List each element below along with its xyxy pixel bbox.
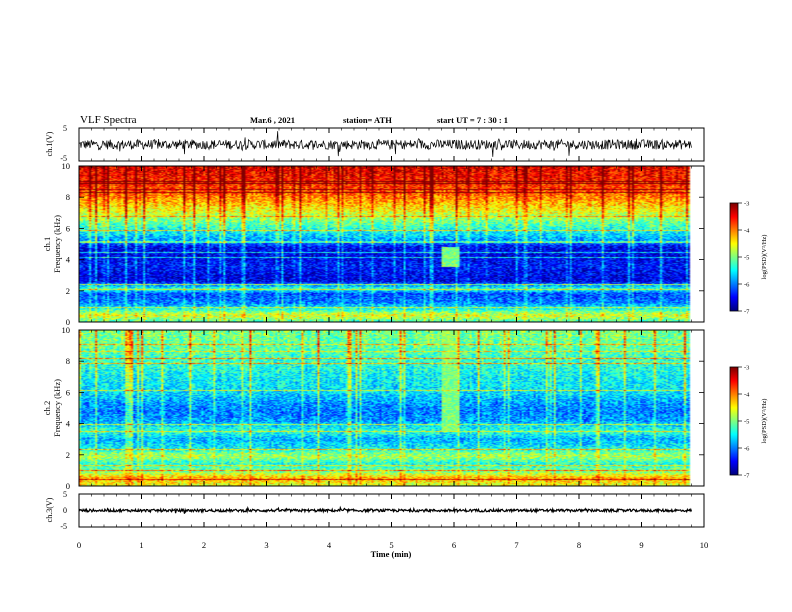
ch3-waveform-ylabel: ch.3(V) [45,497,54,522]
ch3-ytick-mid: 0 [63,506,67,515]
colorbar-tick-label: -4 [744,392,750,399]
time-axis-ticks [78,128,705,527]
ytick-label: 10 [62,325,71,335]
colorbar-tick-label: -7 [744,309,750,316]
ytick-label: 10 [62,161,71,171]
colorbar-tick-label: -6 [744,446,750,453]
time-tick-label: 8 [577,540,581,550]
ytick-label: 4 [66,255,71,265]
ch1-spectrogram-image [79,166,704,322]
ch1-spectrogram-panel: 0 2 4 6 8 10 ch.1Frequency (kHz) -3 -4 -5 -6 -7 l… [42,161,768,327]
ch2-spectrogram-image [79,330,704,486]
time-tick-label: 6 [452,540,456,550]
ch1-ytick-bottom: -5 [60,154,67,163]
ch3-waveform-panel: 5 0 -5 ch.3(V) [45,490,705,531]
ch1-ytick-top: 5 [63,124,67,133]
time-tick-label: 2 [202,540,206,550]
ch2-spectrogram-panel: 0 2 4 6 8 10 ch.2Frequency (kHz) -3 -4 -5 -6 -7 l… [42,325,768,491]
time-tick-label: 9 [639,540,643,550]
colorbar-tick-label: -6 [744,282,750,289]
ch1-waveform-panel: 5 -5 ch.1(V) [45,124,705,163]
date-label: Mar.6 , 2021 [250,115,295,125]
time-tick-label: 1 [139,540,143,550]
colorbar-tick-label: -4 [744,228,750,235]
time-tick-label: 10 [700,540,709,550]
ch2-colorbar-label: log(PSD)(V²/Hz) [761,399,768,444]
ytick-label: 6 [66,223,70,233]
ytick-label: 8 [66,356,70,366]
ytick-label: 0 [66,481,70,491]
station-label: station= ATH [343,115,392,125]
ch1-waveform-trace [78,131,692,157]
ytick-label: 2 [66,286,70,296]
time-axis-label: Time (min) [371,549,412,559]
ch1-spectrogram-ylabel-line1: ch.1Frequency (kHz) [42,215,62,273]
ch3-ytick-bottom: -5 [60,522,67,531]
start-ut-label: start UT = 7 : 30 : 1 [437,115,508,125]
ch2-colorbar [730,367,738,475]
colorbar-tick-label: -5 [744,255,749,262]
time-tick-label: 5 [389,540,393,550]
time-tick-label: 0 [77,540,81,550]
ytick-label: 4 [66,419,71,429]
colorbar-tick-label: -7 [744,473,750,480]
ch1-colorbar [730,203,738,311]
ch3-ytick-top: 5 [63,490,67,499]
ytick-label: 0 [66,317,70,327]
colorbar-tick-label: -3 [744,365,749,372]
colorbar-tick-label: -3 [744,201,749,208]
ch3-waveform-trace [78,505,693,514]
ytick-label: 2 [66,450,70,460]
ch1-colorbar-label: log(PSD)(V²/Hz) [761,235,768,280]
time-axis-tick-labels: 0 1 2 3 4 5 6 7 8 9 10 [77,540,708,550]
ch2-spectrogram-ylabel: ch.2Frequency (kHz) [42,379,62,437]
colorbar-tick-label: -5 [744,419,749,426]
figure-title: VLF Spectra [80,114,137,126]
ytick-label: 6 [66,387,70,397]
time-tick-label: 3 [264,540,268,550]
ytick-label: 8 [66,192,70,202]
time-tick-label: 7 [514,540,518,550]
ch1-waveform-ylabel: ch.1(V) [45,131,54,156]
time-tick-label: 4 [327,540,332,550]
